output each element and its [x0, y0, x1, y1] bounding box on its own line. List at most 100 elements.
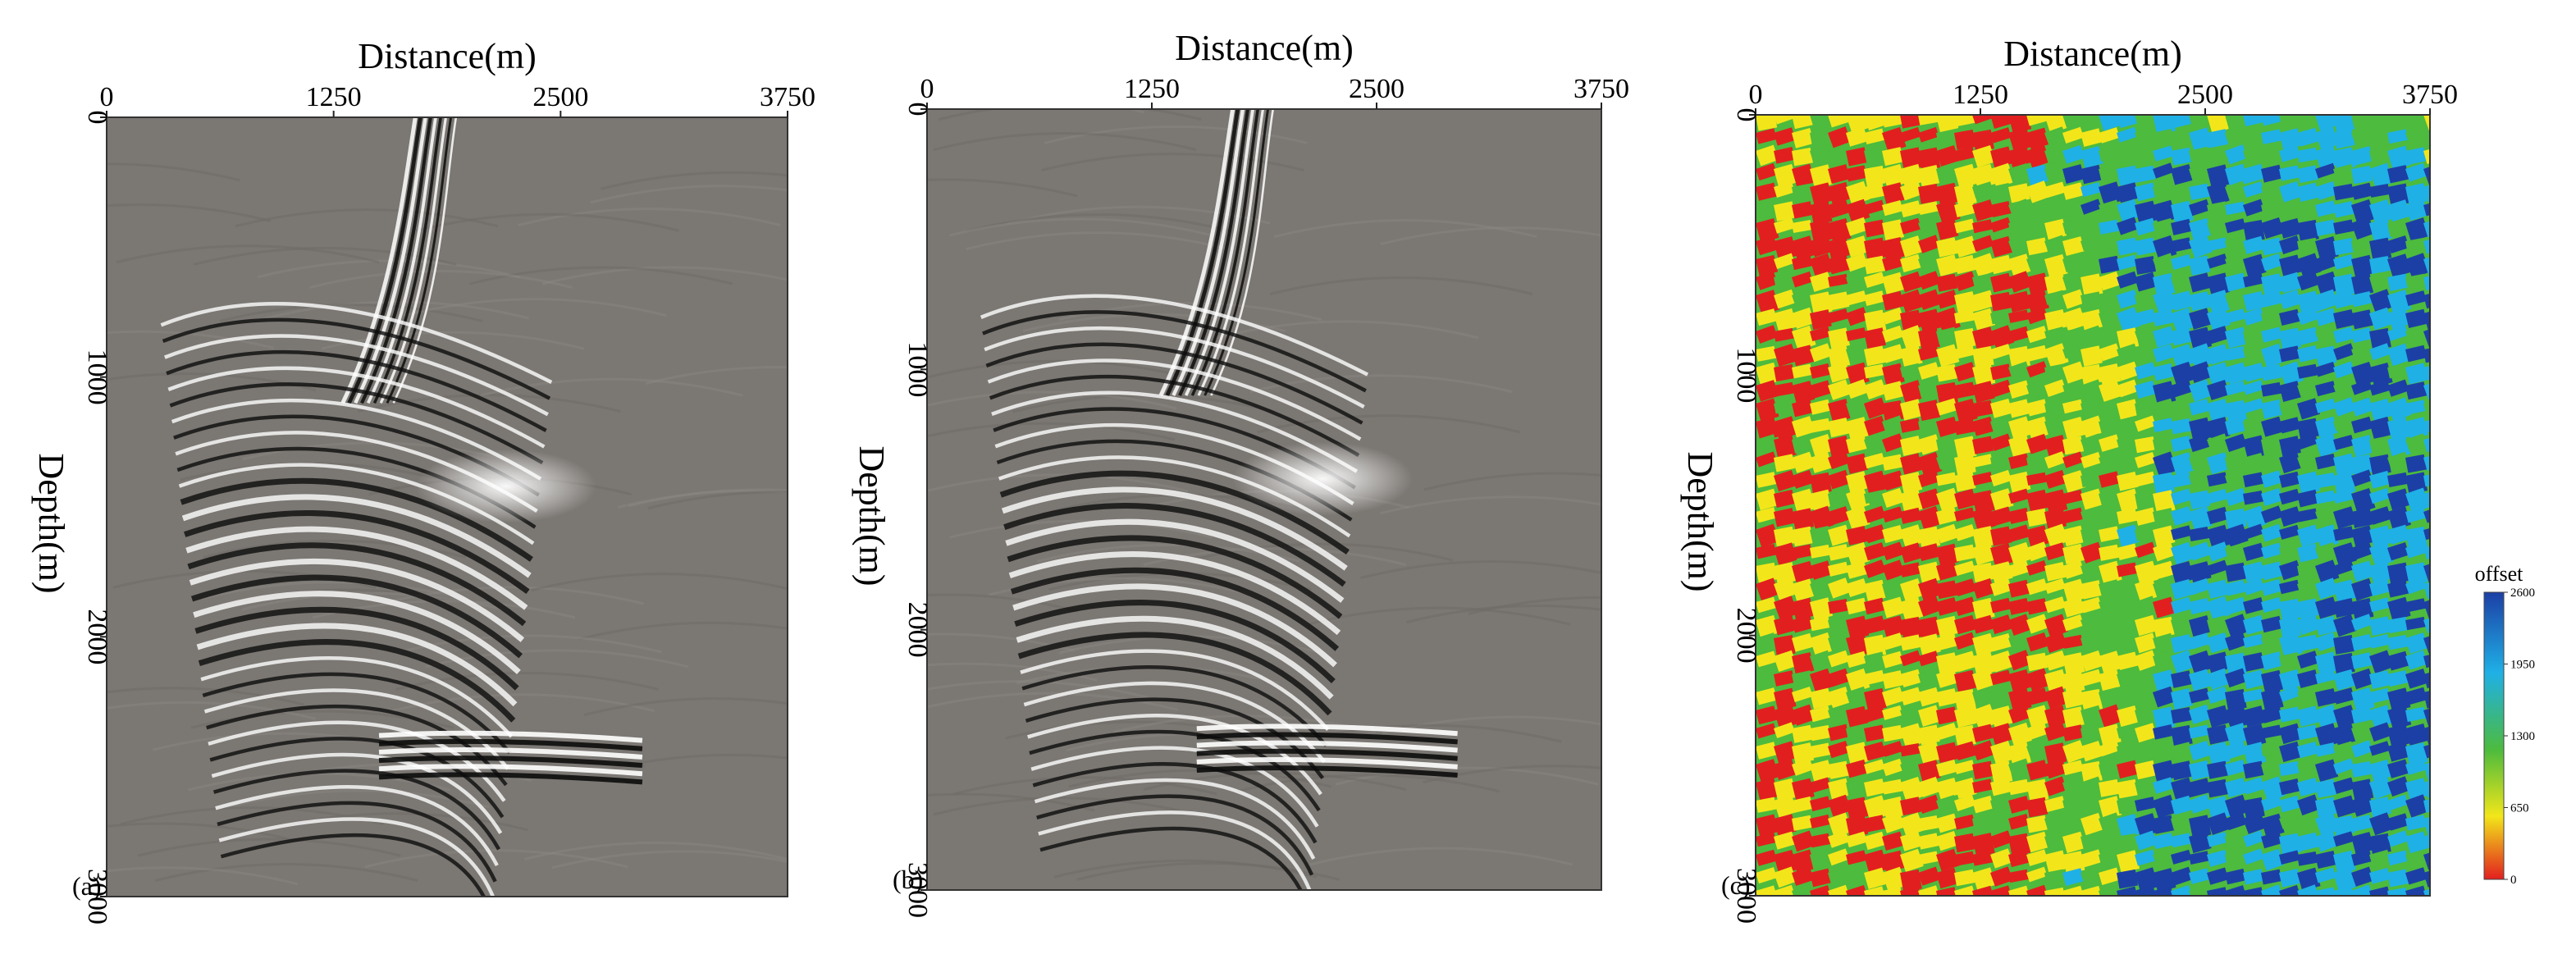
offset-cell	[1810, 115, 1833, 131]
offset-cell	[2026, 598, 2048, 615]
offset-cell	[1990, 182, 2012, 202]
offset-cell	[1774, 435, 1797, 459]
offset-cell	[2008, 669, 2032, 692]
offset-cell	[2243, 199, 2265, 217]
offset-cell	[2261, 848, 2285, 871]
offset-cell	[2225, 740, 2247, 760]
offset-cell	[2369, 398, 2393, 422]
offset-cell	[1756, 271, 1779, 290]
offset-cell	[2008, 704, 2031, 724]
offset-cell	[2026, 217, 2048, 235]
offset-cell	[2044, 813, 2067, 836]
offset-cell	[2405, 345, 2427, 363]
offset-cell	[1972, 181, 1994, 199]
offset-cell	[2279, 543, 2302, 564]
offset-cell	[1936, 254, 1959, 276]
offset-cell	[2044, 887, 2066, 896]
offset-cell	[2315, 433, 2339, 458]
reflector-dipping	[1017, 632, 1332, 716]
offset-cell	[1756, 687, 1778, 705]
offset-cell	[2333, 669, 2356, 691]
offset-cell	[1989, 650, 2014, 673]
offset-cell	[2350, 126, 2373, 144]
offset-cell	[2099, 308, 2122, 327]
offset-cell	[1954, 851, 1975, 866]
offset-cell	[2207, 579, 2229, 599]
offset-cell	[1900, 797, 1922, 816]
offset-cell	[1827, 237, 1850, 259]
offset-cell	[1972, 740, 1995, 761]
offset-cell	[2117, 705, 2140, 728]
seismic-texture	[1004, 720, 1268, 740]
offset-cell	[2423, 578, 2430, 600]
offset-cell	[1954, 290, 1977, 316]
offset-cell	[2261, 831, 2283, 849]
offset-cell	[2261, 436, 2283, 457]
offset-cell	[2368, 561, 2392, 583]
offset-cell	[1989, 526, 2012, 546]
offset-cell	[2044, 290, 2066, 305]
offset-cell	[1936, 507, 1958, 525]
offset-cell	[1792, 488, 1816, 514]
offset-cell	[1990, 217, 2012, 233]
offset-cell	[2026, 632, 2049, 652]
offset-cell	[1756, 325, 1778, 344]
offset-cell	[2026, 416, 2050, 440]
offset-cell	[2008, 453, 2030, 469]
offset-cell	[2008, 758, 2032, 780]
offset-cell	[2026, 508, 2048, 527]
offset-cell	[2099, 760, 2120, 776]
offset-cell	[2405, 849, 2429, 872]
offset-cell	[1990, 705, 2013, 728]
offset-cell	[2062, 218, 2084, 235]
offset-cell	[2315, 200, 2336, 217]
offset-cell	[2405, 325, 2430, 350]
offset-cell	[1900, 489, 1923, 514]
offset-cell	[1756, 867, 1778, 884]
offset-cell	[1864, 433, 1889, 459]
offset-cell	[2260, 578, 2283, 596]
offset-cell	[2405, 399, 2427, 415]
offset-cell	[2207, 615, 2229, 635]
offset-cell	[1846, 797, 1869, 820]
offset-cell	[2332, 559, 2354, 576]
offset-cell	[1936, 398, 1958, 416]
offset-cell	[2026, 815, 2048, 833]
offset-cell	[2351, 706, 2373, 724]
offset-cell	[2135, 507, 2157, 526]
offset-cell	[1936, 472, 1957, 486]
offset-cell	[2062, 559, 2085, 579]
seismic-texture	[107, 203, 272, 222]
offset-cell	[1828, 398, 1852, 423]
offset-cell	[1810, 253, 1834, 277]
offset-cell	[2117, 399, 2140, 420]
offset-cell	[2135, 741, 2158, 763]
offset-cell	[1864, 759, 1885, 774]
offset-cell	[2135, 668, 2157, 686]
offset-cell	[1954, 578, 1976, 596]
offset-cell	[1881, 579, 1905, 601]
offset-cell	[2225, 362, 2249, 385]
offset-cell	[2296, 219, 2319, 243]
offset-cell	[2243, 308, 2265, 326]
offset-cell	[2405, 542, 2427, 559]
offset-cell	[2405, 433, 2428, 453]
offset-cell	[1828, 291, 1850, 311]
offset-cell	[1791, 578, 1816, 601]
offset-cell	[1828, 794, 1852, 817]
offset-cell	[1954, 814, 1975, 830]
offset-cell	[2080, 705, 2103, 728]
offset-cell	[2387, 379, 2409, 397]
offset-cell	[2135, 165, 2156, 183]
offset-cell	[1828, 164, 1851, 185]
offset-cell	[2189, 884, 2213, 896]
offset-cell	[2333, 579, 2356, 603]
offset-cell	[2207, 237, 2227, 252]
offset-cell	[2423, 830, 2430, 848]
offset-cell	[2332, 815, 2355, 837]
offset-cell	[1954, 235, 1978, 258]
offset-cell	[2044, 722, 2067, 742]
offset-cell	[2171, 650, 2195, 673]
seismic-texture	[469, 266, 733, 285]
offset-cell	[2026, 849, 2048, 866]
